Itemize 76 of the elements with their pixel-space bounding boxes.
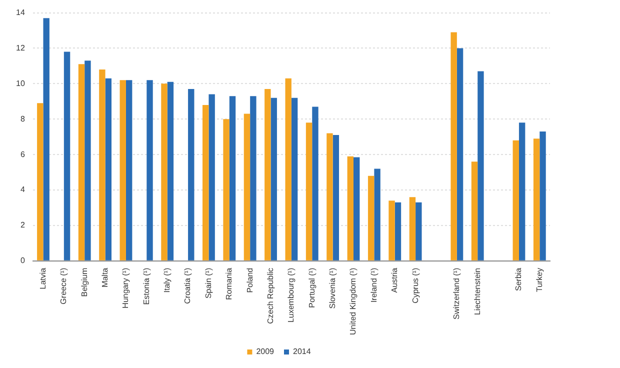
bar [229, 96, 236, 260]
x-tick-label: Poland [245, 268, 254, 293]
bar [223, 119, 230, 260]
bar [312, 106, 318, 260]
bar [208, 94, 215, 260]
bar [540, 132, 546, 260]
y-tick-label: 6 [20, 150, 26, 159]
x-tick-label: Belgium [80, 268, 89, 297]
x-tick-label: Austria [390, 267, 400, 293]
x-tick-label: Malta [100, 267, 110, 288]
y-tick-label: 0 [20, 256, 26, 266]
bar [78, 64, 85, 260]
bar [146, 80, 153, 260]
bar [332, 135, 340, 260]
y-tick-label: 14 [16, 8, 26, 18]
bar [270, 98, 277, 260]
bar [368, 176, 374, 260]
bar [188, 88, 194, 260]
x-tick-label: Cyprus (¹) [410, 268, 420, 304]
x-tick-label: Switzerland (¹) [452, 268, 462, 320]
bar [285, 78, 292, 260]
x-tick-label: Romania [224, 267, 234, 300]
x-tick-label: United Kingdom (¹) [348, 268, 358, 336]
bar [326, 133, 333, 260]
x-tick-label: Greece (¹) [59, 268, 68, 304]
bar [533, 138, 540, 260]
bar [478, 71, 484, 260]
bar [409, 197, 416, 260]
x-tick-label: Spain (¹) [204, 268, 213, 299]
bar [99, 70, 106, 260]
x-tick-label: Latvia [38, 267, 48, 290]
bar [105, 78, 112, 260]
x-tick-label: Slovenia (¹) [328, 268, 338, 309]
bar [120, 80, 126, 260]
y-tick-label: 8 [20, 114, 26, 124]
x-tick-label: Hungary (¹) [121, 268, 130, 308]
bar [161, 84, 168, 260]
y-tick-label: 10 [16, 78, 26, 88]
y-tick-label: 2 [20, 220, 26, 230]
bar [264, 88, 271, 260]
bar [354, 157, 360, 260]
bar [306, 122, 312, 260]
bar [291, 98, 298, 260]
x-tick-label: Czech Republic [266, 268, 275, 324]
bar [167, 82, 174, 260]
x-tick-label: Luxembourg (¹) [286, 268, 296, 323]
bar [250, 96, 256, 260]
bar [471, 162, 478, 260]
x-tick-label: Italy (¹) [162, 268, 172, 293]
y-tick-label: 12 [16, 43, 26, 52]
x-tick-label: Ireland (¹) [369, 268, 378, 303]
bar [456, 48, 464, 260]
x-tick-label: Serbia [514, 267, 524, 291]
bar [37, 103, 44, 260]
bar [416, 202, 422, 260]
x-tick-label: Estonia (¹) [142, 268, 151, 305]
bar [126, 80, 132, 260]
legend-label: 2014 [293, 347, 312, 356]
x-tick-label: Turkey [534, 268, 544, 292]
bar [202, 104, 209, 260]
bar [244, 114, 250, 260]
bar [388, 200, 395, 260]
bar [394, 202, 402, 260]
bar [518, 122, 526, 260]
bar [450, 32, 457, 260]
bar [64, 52, 70, 260]
bar [43, 18, 50, 260]
x-tick-label: Portugal (¹) [307, 268, 316, 308]
bar [347, 156, 354, 260]
x-tick-label: Croatia (¹) [183, 268, 192, 304]
bar [374, 168, 380, 260]
legend-label: 2009 [256, 347, 275, 356]
x-tick-label: Liechtenstein [472, 268, 482, 316]
y-tick-label: 4 [20, 185, 26, 194]
bar [512, 140, 519, 260]
bar [84, 60, 91, 260]
